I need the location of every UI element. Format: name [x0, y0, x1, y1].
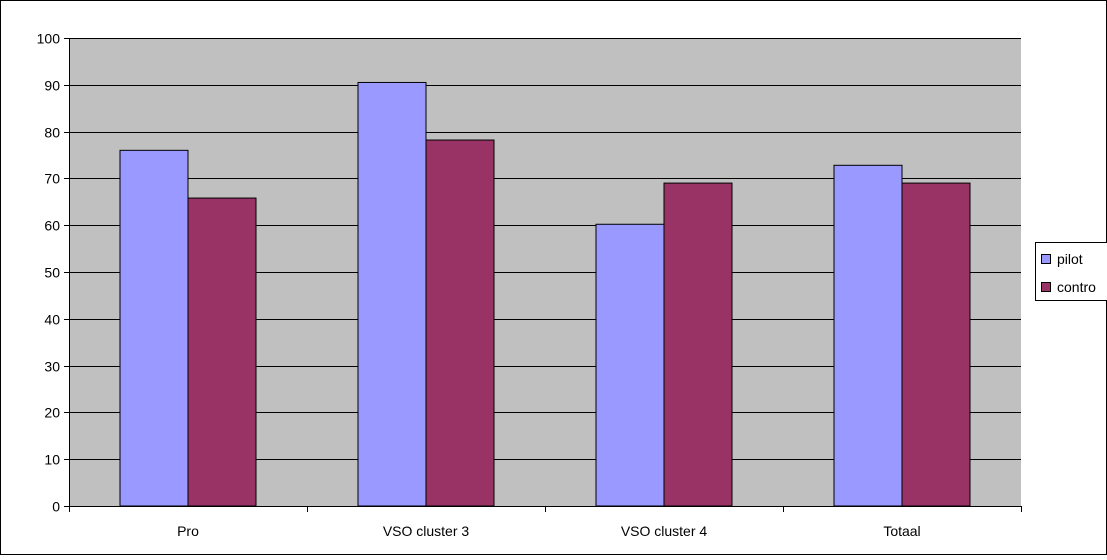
legend-label-pilot: pilot [1057, 251, 1083, 267]
bar-contro-0 [188, 198, 256, 506]
bar-pilot-3 [834, 165, 902, 506]
y-tick-label: 60 [44, 218, 60, 234]
y-tick-label: 70 [44, 171, 60, 187]
y-tick-label: 0 [52, 499, 60, 515]
legend: pilot contro [1036, 243, 1107, 301]
legend-label-contro: contro [1057, 279, 1096, 295]
legend-swatch-pilot [1042, 255, 1051, 264]
y-tick-label: 20 [44, 405, 60, 421]
x-tick-label: Pro [177, 523, 199, 539]
y-tick-label: 90 [44, 78, 60, 94]
y-tick-label: 40 [44, 312, 60, 328]
y-tick-label: 50 [44, 265, 60, 281]
y-tick-label: 100 [37, 31, 61, 47]
y-tick-label: 80 [44, 125, 60, 141]
bar-contro-1 [426, 140, 494, 506]
x-tick-label: VSO cluster 4 [621, 523, 708, 539]
bar-pilot-2 [596, 224, 664, 506]
bar-pilot-1 [358, 82, 426, 506]
bar-contro-2 [664, 183, 732, 506]
bar-pilot-0 [120, 150, 188, 506]
y-tick-label: 30 [44, 359, 60, 375]
x-tick-label: Totaal [883, 523, 920, 539]
bar-contro-3 [902, 183, 970, 506]
legend-swatch-contro [1042, 283, 1051, 292]
y-tick-label: 10 [44, 452, 60, 468]
x-tick-label: VSO cluster 3 [383, 523, 470, 539]
